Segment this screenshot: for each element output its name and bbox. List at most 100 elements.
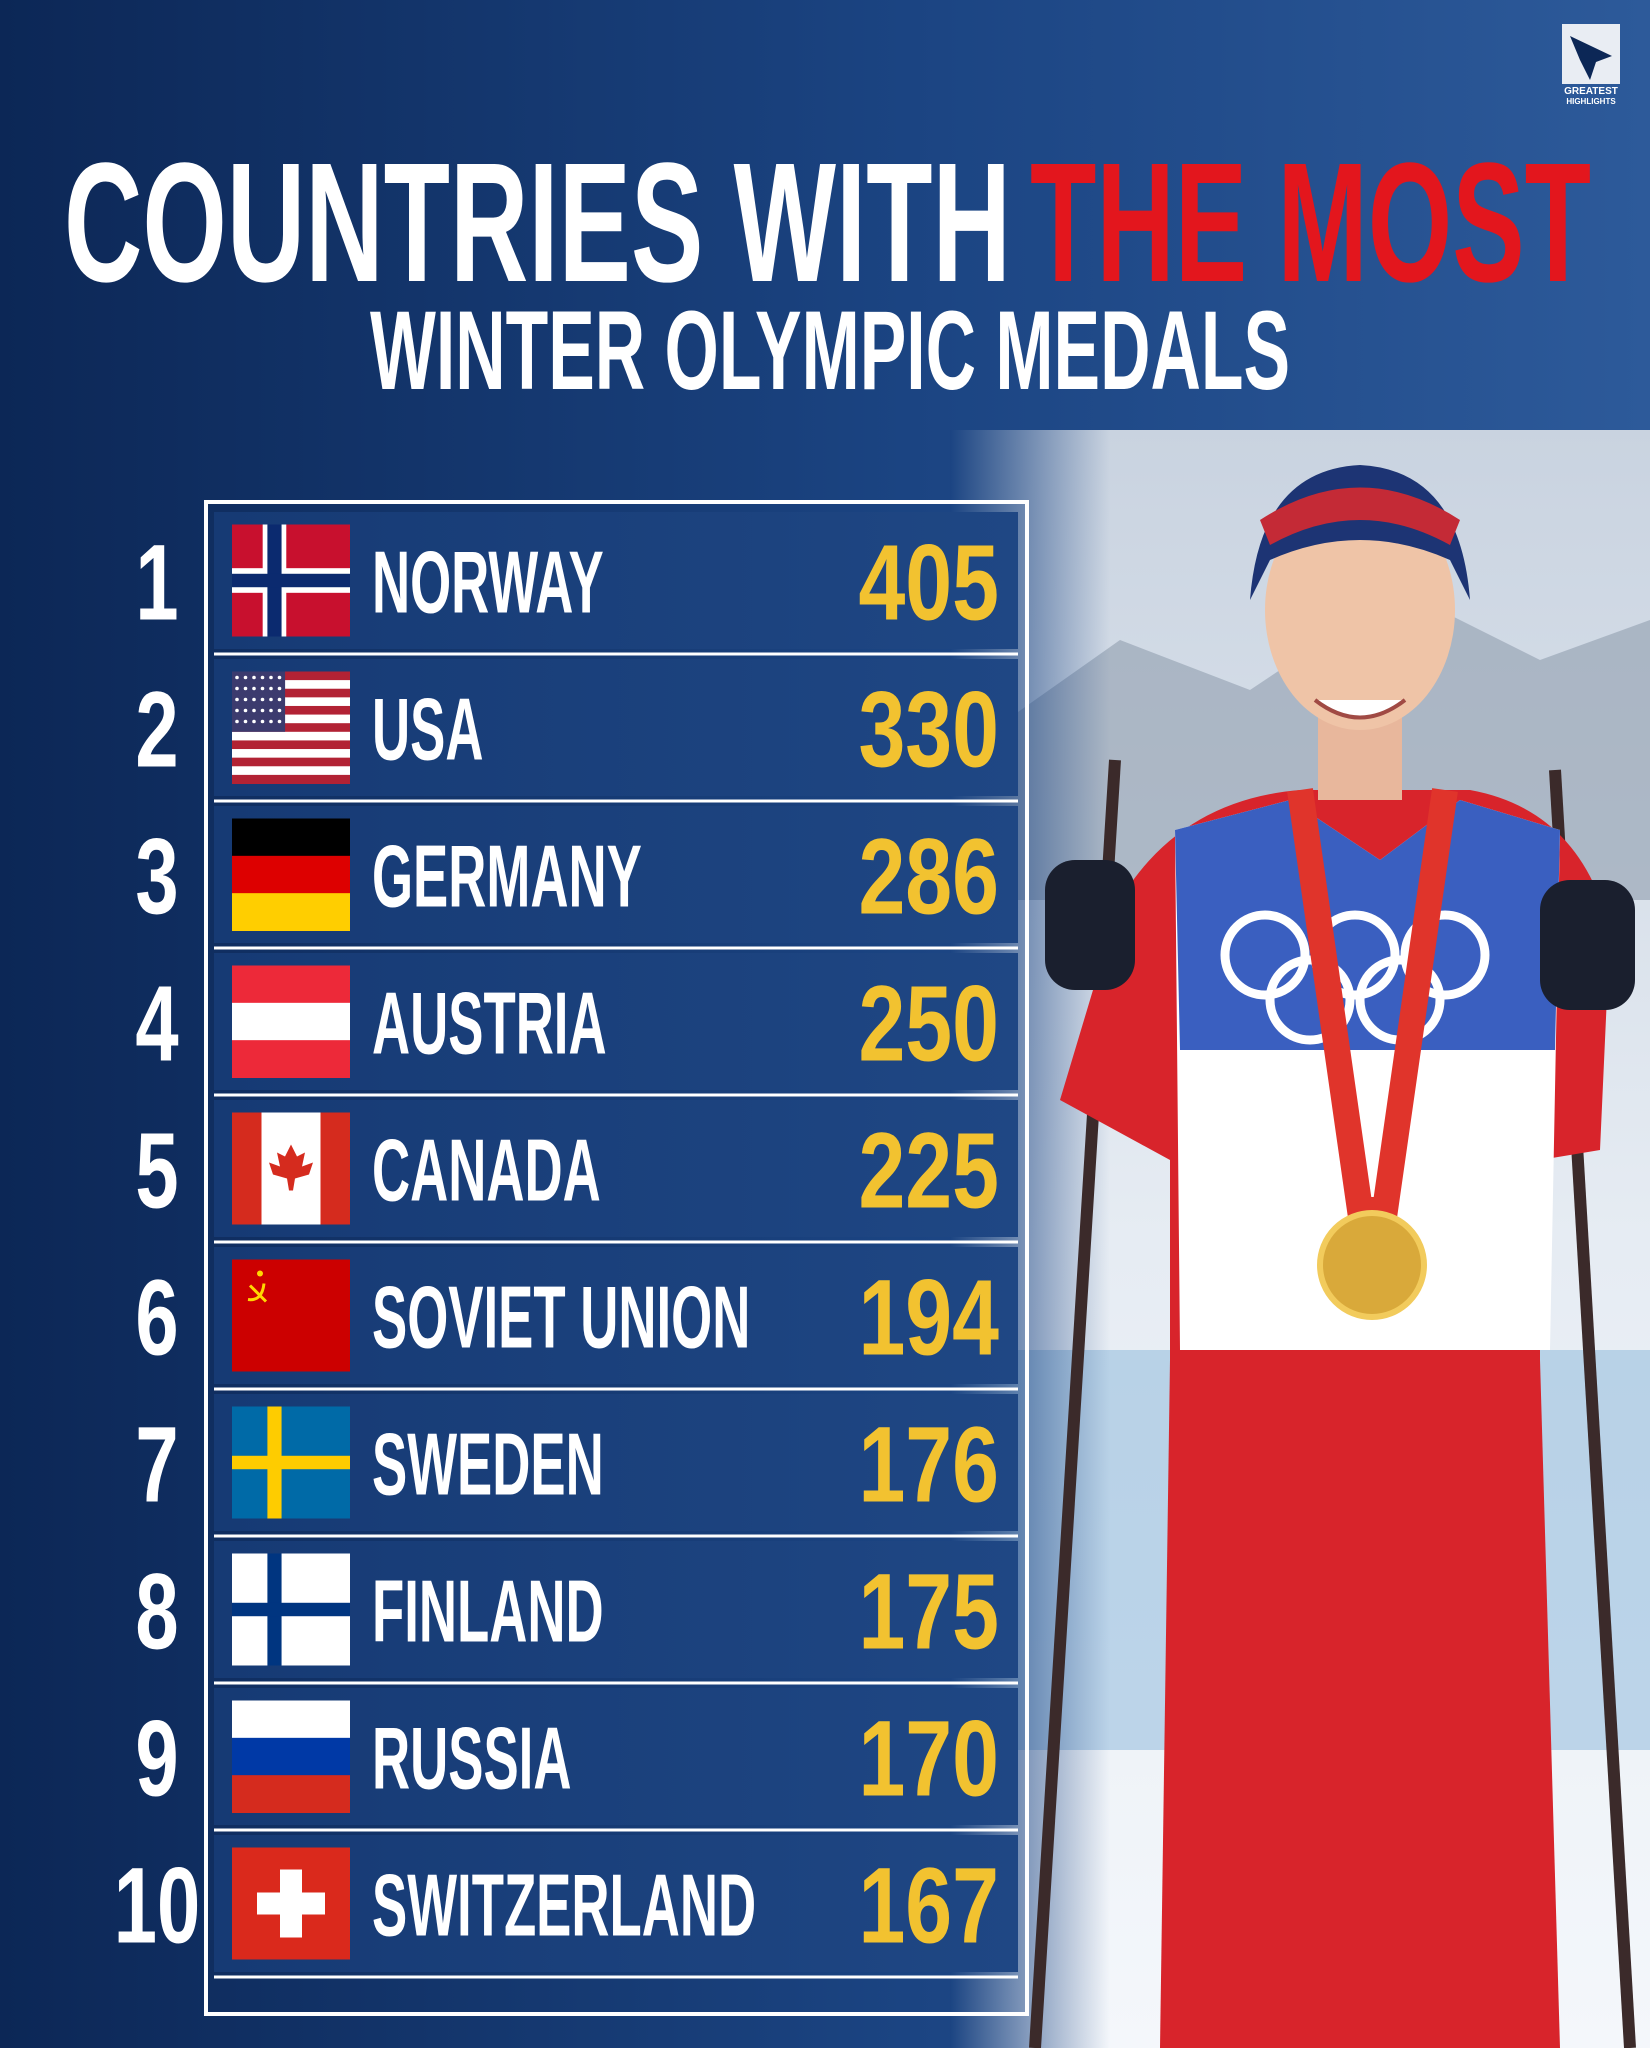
flag-part [232, 965, 350, 1004]
flag-part [269, 708, 273, 713]
country: USA [372, 681, 483, 779]
row: 1 NORWAY 405 [135, 512, 1018, 656]
flag-part [252, 686, 256, 691]
flag-part [232, 749, 350, 759]
table-frame [204, 500, 1029, 2016]
flag-part [269, 1144, 313, 1191]
title-part: COUNTRIES WITH [64, 128, 1011, 318]
flag-part [232, 731, 350, 741]
row: 10 SWITZERLAND 167 [114, 1835, 1018, 1979]
title-part: THE MOST [1030, 128, 1591, 318]
flag-part [277, 708, 282, 713]
flag-part [235, 697, 239, 702]
flag-part [243, 697, 248, 702]
flag-part [232, 757, 350, 767]
row: 7 SWEDEN 176 [135, 1394, 1018, 1538]
flag-part [232, 1775, 350, 1813]
flag-part [257, 1270, 263, 1277]
row: 9 RUSSIA 170 [135, 1688, 1018, 1832]
medals: 250 [858, 962, 999, 1084]
rank: 5 [135, 1110, 178, 1231]
country: RUSSIA [372, 1710, 571, 1808]
flag-part [260, 719, 265, 724]
country: FINLAND [372, 1563, 604, 1661]
flag-part [232, 818, 350, 857]
flag-part [260, 708, 265, 713]
flag-part [232, 697, 350, 707]
table: 1 NORWAY 405 2 USA 330 3 GERMANY 286 4 AUSTRIA 250 5… [114, 512, 1018, 1979]
flag-part [269, 675, 273, 680]
flag-part [232, 671, 286, 732]
flag-part [269, 719, 273, 724]
country: NORWAY [372, 534, 604, 632]
flag-part [232, 573, 350, 588]
flag-part [243, 708, 248, 713]
rank: 4 [135, 963, 178, 1084]
flag-part [247, 1283, 268, 1303]
flag-part [232, 680, 350, 690]
flag [232, 524, 350, 637]
logo: GREATEST HIGHLIGHTS [1562, 24, 1620, 106]
flag-part [232, 1002, 350, 1041]
title: COUNTRIES WITHTHE MOST [64, 128, 1591, 318]
flag-part [252, 697, 256, 702]
flag [232, 1700, 350, 1813]
row: 5 CANADA 225 [135, 1100, 1018, 1244]
flag-part [232, 855, 350, 894]
flag-part [232, 774, 350, 784]
rank: 9 [135, 1698, 178, 1819]
flag-part [235, 719, 239, 724]
medals: 167 [858, 1844, 999, 1966]
flag-part [232, 1700, 350, 1739]
rank: 10 [114, 1845, 200, 1966]
flag-part [235, 708, 239, 713]
medals: 225 [858, 1109, 999, 1231]
flag-part [232, 1259, 350, 1372]
flag-part [232, 1040, 350, 1078]
flag-part [243, 675, 248, 680]
medals: 286 [858, 815, 999, 937]
flag-part [269, 697, 273, 702]
flag-part [252, 719, 256, 724]
country: SWEDEN [372, 1416, 604, 1514]
flag-part [232, 893, 350, 931]
country: CANADA [372, 1122, 601, 1220]
flag-part [269, 686, 273, 691]
logo-text: GREATEST [1564, 86, 1618, 97]
country: SWITZERLAND [372, 1857, 756, 1955]
flag-part [260, 686, 265, 691]
flag-part [232, 1455, 350, 1470]
flag-part [252, 708, 256, 713]
medals: 176 [858, 1403, 999, 1525]
medals: 405 [858, 521, 999, 643]
flag-part [260, 697, 265, 702]
flag-part [232, 766, 350, 776]
flag-part [243, 719, 248, 724]
flag [232, 1406, 350, 1519]
flag-part [257, 1892, 325, 1915]
rank: 3 [135, 816, 178, 937]
row: 3 GERMANY 286 [135, 806, 1018, 950]
country: SOVIET UNION [372, 1269, 750, 1367]
flag [232, 965, 350, 1078]
athlete-photo [950, 430, 1650, 2048]
flag-part [232, 671, 350, 681]
flag-part [260, 675, 265, 680]
flag-part [235, 675, 239, 680]
flag-part [232, 1602, 350, 1617]
flag [232, 1553, 350, 1666]
rank: 6 [135, 1257, 178, 1378]
flag-part [232, 705, 350, 716]
flag-part [277, 675, 282, 680]
flag-part [277, 719, 282, 724]
flag [232, 671, 350, 784]
rank: 7 [135, 1404, 178, 1525]
medals: 194 [858, 1256, 999, 1378]
logo-text: HIGHLIGHTS [1566, 97, 1616, 106]
subtitle: WINTER OLYMPIC MEDALS [370, 288, 1290, 413]
flag [232, 1847, 350, 1960]
flag [232, 1112, 350, 1225]
flag-part [232, 1737, 350, 1776]
